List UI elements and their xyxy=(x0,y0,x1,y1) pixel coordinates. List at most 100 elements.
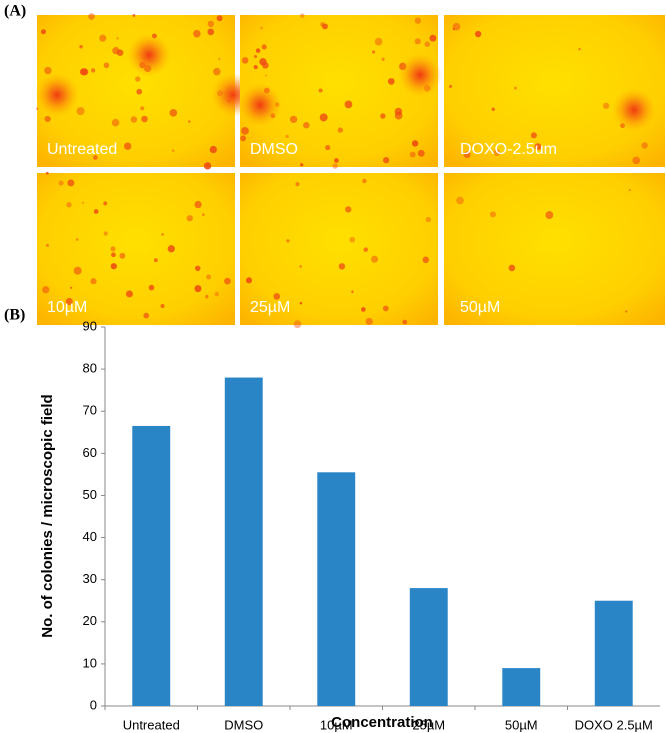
colony xyxy=(289,115,298,123)
colony xyxy=(90,278,97,285)
colony xyxy=(76,107,85,116)
image-label: 25µM xyxy=(250,299,290,316)
colony xyxy=(193,29,201,38)
colony xyxy=(126,290,133,298)
image-label: 10µM xyxy=(47,299,87,316)
colony xyxy=(411,140,419,147)
colony xyxy=(414,17,422,24)
colony xyxy=(209,145,217,154)
colony xyxy=(361,307,366,312)
colony xyxy=(260,26,263,30)
bar xyxy=(502,668,541,706)
colony xyxy=(387,78,395,85)
y-tick-label: 40 xyxy=(83,529,97,544)
colony xyxy=(372,50,376,54)
colony-cluster xyxy=(398,53,442,97)
colony xyxy=(218,57,221,60)
colony xyxy=(207,28,215,36)
colony xyxy=(169,109,178,117)
colony xyxy=(160,303,165,308)
x-tick-label: DOXO 2.5µM xyxy=(575,717,653,732)
colony xyxy=(381,57,385,61)
colony xyxy=(325,144,331,151)
y-tick-label: 60 xyxy=(83,445,97,460)
colony xyxy=(207,20,215,28)
colony xyxy=(382,305,389,312)
colony xyxy=(425,216,432,223)
colony xyxy=(345,206,352,213)
colony xyxy=(299,265,302,268)
bar xyxy=(317,472,356,706)
colony xyxy=(424,41,431,48)
colony xyxy=(119,252,126,259)
colony xyxy=(136,88,143,95)
colony xyxy=(363,247,369,252)
colony xyxy=(371,255,379,263)
colony xyxy=(632,156,641,165)
colony xyxy=(300,163,304,167)
colony xyxy=(409,151,416,158)
x-tick-label: 25µM xyxy=(412,717,445,732)
colony xyxy=(452,28,455,31)
colony xyxy=(241,126,249,135)
colony xyxy=(65,297,73,306)
colony xyxy=(394,107,403,116)
colony xyxy=(285,134,289,138)
colony xyxy=(111,252,116,258)
colony xyxy=(253,65,258,70)
colony xyxy=(90,68,96,73)
colony xyxy=(261,44,267,50)
colony xyxy=(123,142,132,150)
colony xyxy=(135,76,141,82)
bar xyxy=(594,600,633,706)
colony xyxy=(262,62,269,69)
colony xyxy=(402,319,408,325)
image-label: Untreated xyxy=(47,141,117,158)
colony xyxy=(545,211,554,219)
colony xyxy=(202,213,205,216)
colony xyxy=(295,182,300,187)
colony xyxy=(216,15,223,22)
colony xyxy=(240,135,247,142)
colony xyxy=(116,37,119,40)
colony xyxy=(194,200,202,209)
colony xyxy=(625,310,628,313)
x-tick-label: 50µM xyxy=(505,717,538,732)
colony xyxy=(99,34,107,42)
colony xyxy=(603,102,610,109)
colony xyxy=(103,201,108,206)
colony xyxy=(36,107,39,110)
colony xyxy=(205,294,209,299)
colony-cluster xyxy=(238,83,282,127)
colony xyxy=(293,320,302,329)
colony xyxy=(530,132,537,139)
colony xyxy=(224,277,231,285)
x-tick-label: Untreated xyxy=(123,717,180,732)
y-axis-label: No. of colonies / microscopic field xyxy=(39,394,56,637)
colony xyxy=(241,57,249,64)
panel-label: (B) xyxy=(4,307,25,324)
colony xyxy=(103,62,110,69)
colony xyxy=(380,113,386,119)
colony xyxy=(194,285,202,293)
colony xyxy=(79,68,88,76)
colony xyxy=(140,106,145,111)
colony xyxy=(349,236,356,243)
colony xyxy=(148,284,155,291)
colony-cluster xyxy=(35,73,79,117)
colony xyxy=(534,143,542,151)
colony xyxy=(414,38,421,45)
colony xyxy=(130,116,138,123)
colony xyxy=(332,163,338,169)
colony xyxy=(299,301,303,305)
colony xyxy=(344,100,353,109)
colony xyxy=(153,258,158,263)
micrograph xyxy=(444,173,665,325)
colony xyxy=(319,113,328,122)
bar xyxy=(224,377,263,706)
colony xyxy=(203,162,212,170)
colony xyxy=(112,47,120,55)
colony xyxy=(58,180,64,186)
y-tick-label: 70 xyxy=(83,403,97,418)
